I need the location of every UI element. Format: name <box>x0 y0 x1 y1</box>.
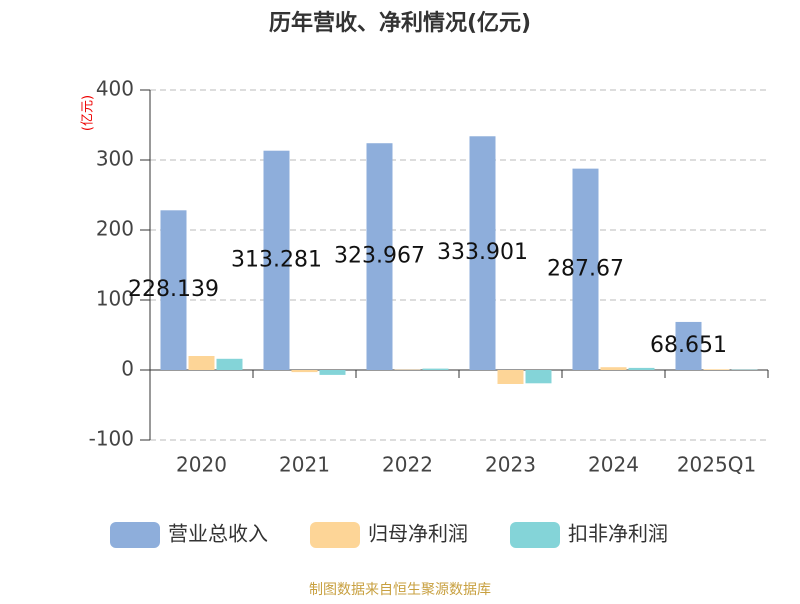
data-label: 323.967 <box>334 244 425 269</box>
bar <box>629 368 655 370</box>
x-tick-label: 2025Q1 <box>677 453 756 477</box>
legend-swatch <box>310 522 360 548</box>
legend-label: 归母净利润 <box>368 522 468 546</box>
legend-label: 营业总收入 <box>168 522 268 546</box>
bar <box>526 370 552 383</box>
bar <box>601 367 627 370</box>
bar <box>189 356 215 370</box>
y-axis-label: (亿元) <box>81 95 96 131</box>
y-tick-label: 200 <box>96 217 134 241</box>
legend-swatch <box>510 522 560 548</box>
x-tick-label: 2021 <box>279 453 330 477</box>
x-tick-label: 2024 <box>588 453 639 477</box>
bar <box>320 370 346 375</box>
legend-swatch <box>110 522 160 548</box>
y-tick-label: 300 <box>96 147 134 171</box>
bar <box>423 369 449 370</box>
data-label: 313.281 <box>231 247 322 272</box>
legend-label: 扣非净利润 <box>568 522 668 546</box>
bar <box>292 370 318 372</box>
x-tick-label: 2023 <box>485 453 536 477</box>
data-label: 287.67 <box>547 256 624 281</box>
data-label: 68.651 <box>650 333 727 358</box>
y-tick-label: 400 <box>96 77 134 101</box>
bar <box>217 359 243 370</box>
chart-title: 历年营收、净利情况(亿元) <box>269 10 531 36</box>
y-tick-label: -100 <box>89 427 134 451</box>
data-label: 333.901 <box>437 240 528 265</box>
data-label: 228.139 <box>128 277 219 302</box>
bar <box>704 369 730 370</box>
y-tick-label: 0 <box>121 357 134 381</box>
bar <box>498 370 524 384</box>
x-tick-label: 2022 <box>382 453 433 477</box>
x-tick-label: 2020 <box>176 453 227 477</box>
source-note: 制图数据来自恒生聚源数据库 <box>309 582 491 598</box>
